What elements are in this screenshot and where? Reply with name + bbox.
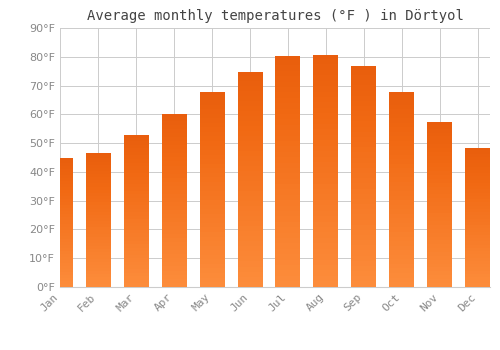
Bar	[162, 114, 186, 287]
Title: Average monthly temperatures (°F ) in Dörtyol: Average monthly temperatures (°F ) in Dö…	[86, 9, 464, 23]
Bar	[200, 93, 224, 287]
Bar	[124, 136, 148, 287]
Bar	[428, 123, 452, 287]
Bar	[48, 159, 72, 287]
Bar	[466, 149, 490, 287]
Bar	[276, 57, 300, 287]
Bar	[352, 67, 376, 287]
Bar	[86, 153, 110, 287]
Bar	[314, 55, 338, 287]
Bar	[390, 93, 414, 287]
Bar	[238, 72, 262, 287]
